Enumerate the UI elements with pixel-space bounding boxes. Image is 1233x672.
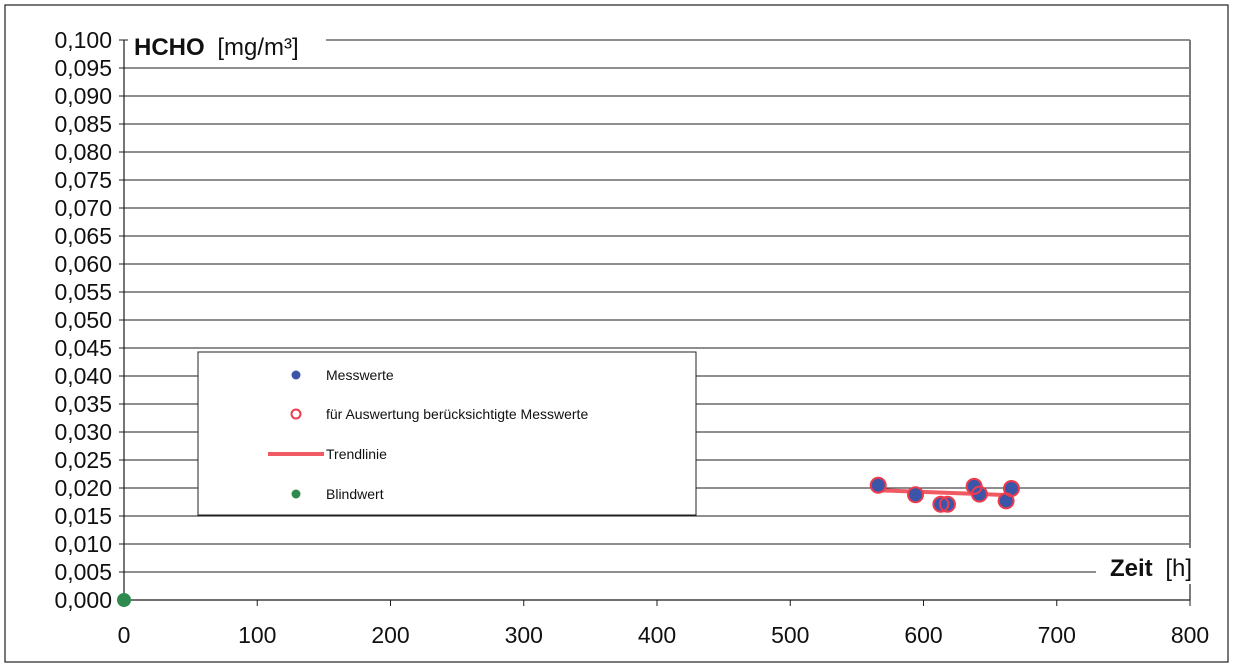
trend-line	[876, 488, 1014, 498]
y-tick-label: 0,035	[54, 391, 112, 417]
messwert-point	[998, 493, 1014, 509]
y-axis-label-text: HCHO [mg/m³]	[134, 34, 299, 61]
considered-point-ring	[1002, 480, 1020, 498]
y-tick-label: 0,020	[54, 475, 112, 501]
messwert-point	[1003, 481, 1019, 497]
y-tick-labels: 0,0000,0050,0100,0150,0200,0250,0300,035…	[54, 27, 112, 613]
y-tick-label: 0,055	[54, 279, 112, 305]
x-tick-label: 600	[904, 622, 942, 648]
y-tick-label: 0,065	[54, 223, 112, 249]
legend-trend-label: Trendlinie	[326, 446, 387, 462]
legend-messwerte-marker	[291, 370, 301, 380]
x-axis-label-unit: [h]	[1165, 555, 1192, 582]
y-tick-label: 0,040	[54, 363, 112, 389]
x-axis-label-backdrop	[1096, 548, 1210, 584]
x-axis-label: Zeit [h]	[1096, 548, 1210, 584]
y-tick-label: 0,010	[54, 531, 112, 557]
x-tick-label: 0	[118, 622, 131, 648]
x-tick-label: 200	[371, 622, 409, 648]
x-axis-label-text: Zeit [h]	[1110, 555, 1192, 582]
considered-point-ring	[932, 495, 950, 513]
y-tick-label: 0,080	[54, 139, 112, 165]
data-points	[869, 476, 1020, 513]
legend-considered-marker	[290, 408, 302, 420]
considered-point-ring	[907, 486, 925, 504]
blindwert-point	[117, 593, 131, 607]
y-axis-label-unit: [mg/m³]	[217, 34, 298, 61]
x-tick-label: 700	[1038, 622, 1076, 648]
messwert-point	[908, 487, 924, 503]
y-tick-label: 0,100	[54, 27, 112, 53]
legend: Messwerte für Auswertung berücksichtigte…	[197, 351, 697, 516]
axes	[119, 39, 1191, 606]
x-tick-label: 400	[638, 622, 676, 648]
y-tick-label: 0,045	[54, 335, 112, 361]
legend-considered-label: für Auswertung berücksichtigte Messwerte	[326, 406, 588, 422]
x-tick-label: 500	[771, 622, 809, 648]
messwert-point	[971, 486, 987, 502]
y-tick-label: 0,005	[54, 559, 112, 585]
legend-box	[197, 351, 697, 516]
y-tick-label: 0,070	[54, 195, 112, 221]
y-tick-label: 0,030	[54, 419, 112, 445]
y-tick-label: 0,000	[54, 587, 112, 613]
y-axis-label: HCHO [mg/m³]	[128, 28, 326, 62]
outer-border	[4, 4, 1229, 663]
x-tick-label: 800	[1171, 622, 1209, 648]
y-axis-label-backdrop	[128, 28, 326, 62]
considered-point-ring	[869, 476, 887, 494]
considered-point-ring	[970, 485, 988, 503]
y-tick-label: 0,025	[54, 447, 112, 473]
considered-point-ring	[938, 495, 956, 513]
y-tick-label: 0,095	[54, 55, 112, 81]
y-tick-label: 0,050	[54, 307, 112, 333]
y-tick-label: 0,085	[54, 111, 112, 137]
x-tick-label: 300	[505, 622, 543, 648]
y-tick-label: 0,060	[54, 251, 112, 277]
legend-blindwert-label: Blindwert	[326, 486, 384, 502]
x-axis-label-bold: Zeit	[1110, 555, 1153, 582]
blank-value-layer	[117, 593, 131, 607]
y-axis-label-bold: HCHO	[134, 34, 205, 61]
trend-layer	[876, 488, 1014, 498]
messwert-point	[870, 477, 886, 493]
legend-messwerte-label: Messwerte	[326, 367, 394, 383]
legend-blindwert-marker	[291, 489, 301, 499]
x-tick-labels: 0 100 200 300 400 500 600 700 800	[118, 622, 1210, 648]
y-tick-label: 0,015	[54, 503, 112, 529]
y-tick-label: 0,075	[54, 167, 112, 193]
y-tick-label: 0,090	[54, 83, 112, 109]
x-tick-label: 100	[238, 622, 276, 648]
